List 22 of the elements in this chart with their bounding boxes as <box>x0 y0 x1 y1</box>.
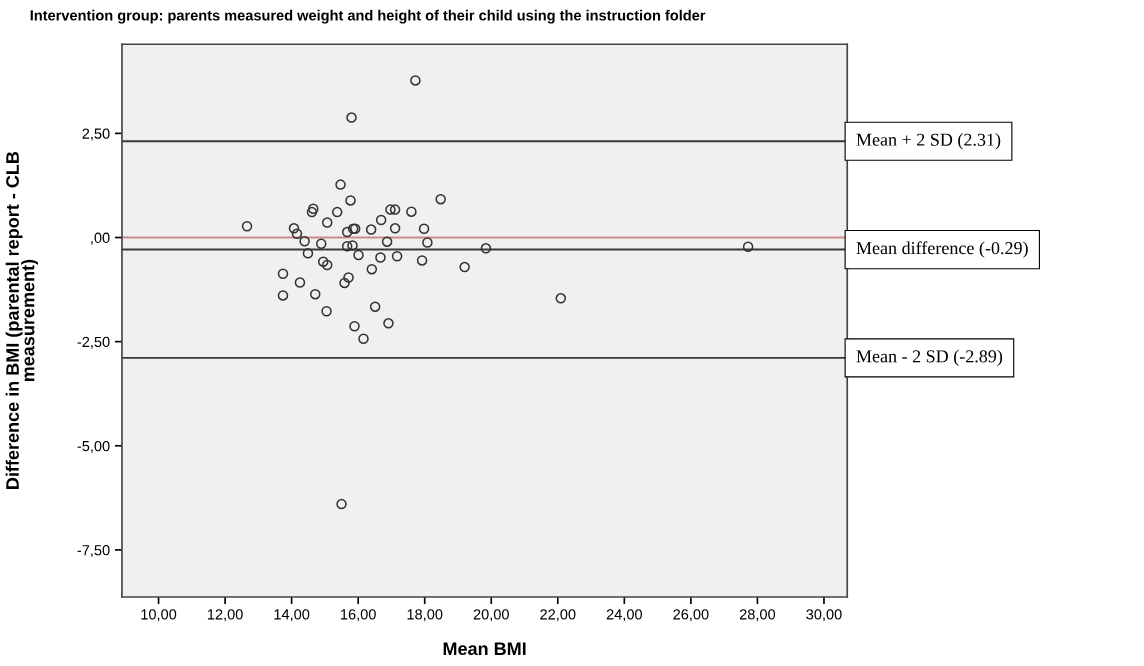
x-tick-label: 22,00 <box>540 609 576 622</box>
ref-line-label: Mean + 2 SD (2.31) <box>856 133 1001 150</box>
x-tick-label: 30,00 <box>806 609 842 622</box>
y-tick-label: -5,00 <box>77 440 110 453</box>
y-axis-title: Difference in BMI (parental report - CLB measurement) <box>5 151 39 489</box>
ref-line-label: Mean difference (-0.29) <box>856 241 1028 258</box>
x-axis-title: Mean BMI <box>443 642 526 656</box>
x-tick-label: 10,00 <box>141 609 177 622</box>
x-tick-label: 26,00 <box>673 609 709 622</box>
chart-title: Intervention group: parents measured weight and height of their child using the instruction folder <box>30 9 706 24</box>
x-tick-label: 14,00 <box>274 609 310 622</box>
x-tick-label: 28,00 <box>739 609 776 622</box>
y-tick-label: 2,50 <box>82 128 110 141</box>
x-tick-label: 18,00 <box>407 609 443 622</box>
y-tick-label: ,00 <box>91 232 110 245</box>
x-tick-label: 16,00 <box>341 609 376 622</box>
x-tick-label: 12,00 <box>207 609 243 622</box>
y-tick-label: -7,50 <box>77 545 110 558</box>
y-tick-label: -2,50 <box>77 336 110 349</box>
ref-line-label: Mean - 2 SD (-2.89) <box>856 349 1003 367</box>
x-tick-label: 20,00 <box>473 609 509 622</box>
x-tick-label: 24,00 <box>606 609 643 622</box>
